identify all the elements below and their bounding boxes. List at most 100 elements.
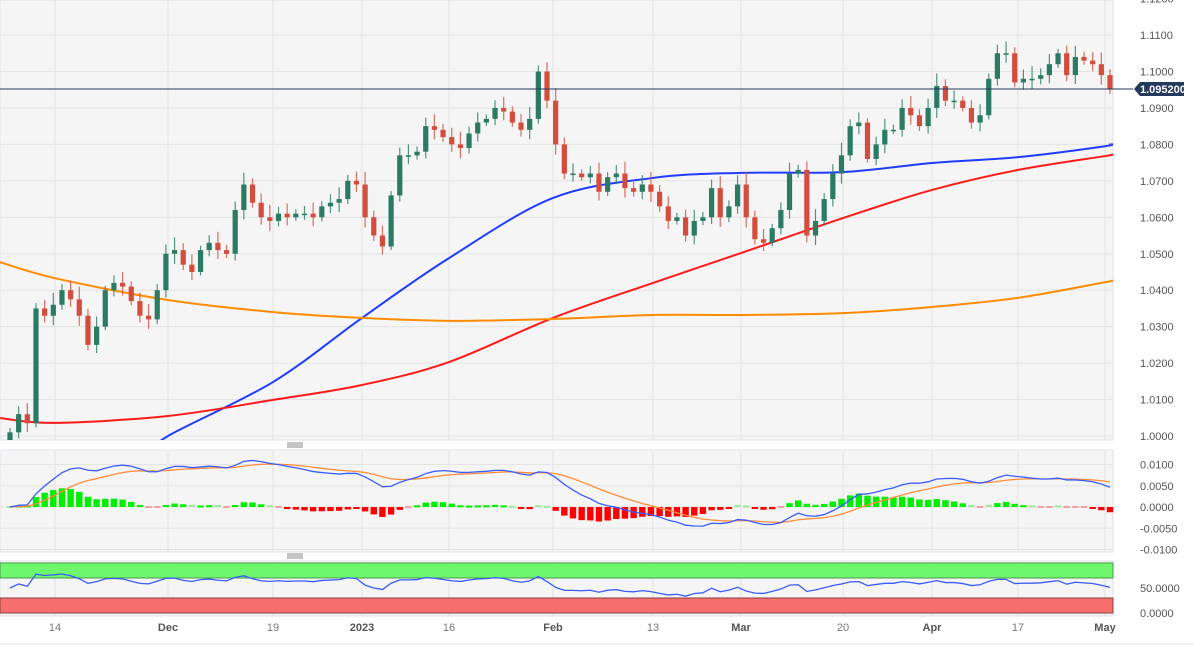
macd-histogram-bar bbox=[1002, 501, 1010, 507]
panel-resize-handle[interactable] bbox=[287, 553, 303, 559]
candle-down bbox=[1081, 56, 1087, 61]
y-tick-label: 1.0100 bbox=[1140, 395, 1174, 407]
candle-up bbox=[639, 184, 645, 192]
macd-histogram-bar bbox=[162, 505, 170, 508]
candle-down bbox=[457, 144, 463, 149]
candle-up bbox=[475, 122, 481, 134]
macd-histogram-bar bbox=[58, 488, 66, 507]
candle-down bbox=[908, 107, 914, 116]
candle-up bbox=[423, 126, 429, 152]
candle-down bbox=[960, 100, 966, 108]
macd-histogram-bar bbox=[604, 507, 611, 521]
macd-histogram-bar bbox=[673, 507, 681, 517]
candle-up bbox=[951, 100, 957, 103]
macd-histogram-bar bbox=[872, 496, 880, 507]
macd-histogram-bar bbox=[535, 505, 542, 508]
macd-histogram-bar bbox=[890, 497, 897, 507]
macd-histogram-bar bbox=[292, 507, 300, 510]
candle-up bbox=[102, 290, 108, 327]
macd-y-tick-label: 0.0050 bbox=[1140, 481, 1174, 493]
y-tick-label: 1.0900 bbox=[1140, 103, 1174, 115]
macd-histogram-bar bbox=[656, 507, 663, 517]
x-tick-label: 2023 bbox=[350, 622, 374, 634]
y-tick-label: 1.0500 bbox=[1140, 249, 1174, 261]
macd-histogram-bar bbox=[517, 507, 525, 509]
macd-histogram-bar bbox=[1020, 505, 1027, 508]
y-tick-label: 1.1100 bbox=[1140, 30, 1173, 42]
candle-up bbox=[414, 151, 420, 156]
macd-histogram-bar bbox=[786, 503, 793, 507]
candle-down bbox=[1012, 53, 1018, 83]
x-tick-label: 17 bbox=[1012, 622, 1024, 634]
macd-histogram-bar bbox=[110, 498, 118, 507]
candle-up bbox=[786, 173, 793, 211]
candle-down bbox=[622, 173, 628, 189]
current-price-label: 1.095200 bbox=[1140, 84, 1186, 96]
candle-down bbox=[942, 86, 949, 101]
macd-histogram-bar bbox=[838, 498, 845, 507]
candle-down bbox=[1098, 64, 1104, 76]
macd-histogram-bar bbox=[820, 503, 828, 507]
macd-histogram-bar bbox=[249, 502, 256, 507]
macd-histogram-bar bbox=[318, 507, 326, 512]
x-tick-label: May bbox=[1094, 622, 1116, 634]
macd-histogram-bar bbox=[309, 507, 317, 512]
macd-histogram-bar bbox=[526, 507, 533, 510]
candle-down bbox=[145, 315, 152, 320]
y-tick-label: 1.0400 bbox=[1140, 285, 1174, 297]
candle-down bbox=[258, 202, 264, 218]
moving-average-line bbox=[0, 261, 1113, 322]
macd-line bbox=[9, 459, 1111, 527]
candle-up bbox=[605, 177, 611, 192]
candle-up bbox=[708, 188, 715, 218]
y-tick-label: 1.0700 bbox=[1140, 176, 1174, 188]
macd-histogram-bar bbox=[327, 507, 334, 512]
candle-up bbox=[882, 129, 888, 145]
macd-histogram-bar bbox=[67, 489, 74, 507]
macd-histogram-bar bbox=[396, 507, 403, 510]
macd-histogram-bar bbox=[206, 505, 213, 508]
macd-histogram-bar bbox=[509, 505, 516, 508]
macd-histogram-bar bbox=[916, 499, 923, 507]
rsi-overbought-band bbox=[0, 562, 1114, 579]
macd-histogram-bar bbox=[422, 502, 429, 507]
macd-histogram-bar bbox=[682, 507, 689, 517]
candle-up bbox=[397, 155, 403, 196]
x-tick-label: 13 bbox=[647, 622, 659, 634]
macd-histogram-bar bbox=[933, 499, 940, 507]
candle-up bbox=[1029, 78, 1035, 81]
candle-down bbox=[180, 250, 186, 265]
candle-up bbox=[535, 71, 541, 119]
candle-down bbox=[379, 235, 386, 247]
candle-down bbox=[119, 282, 126, 287]
macd-histogram-bar bbox=[474, 505, 481, 508]
macd-histogram-bar bbox=[717, 507, 724, 510]
macd-histogram-bar bbox=[968, 504, 975, 507]
macd-signal-line bbox=[9, 463, 1111, 523]
candle-up bbox=[587, 173, 593, 178]
candle-up bbox=[336, 199, 342, 203]
macd-histogram-bar bbox=[864, 495, 871, 507]
macd-histogram-bar bbox=[898, 496, 906, 507]
macd-histogram-bar bbox=[457, 505, 464, 508]
macd-histogram-bar bbox=[240, 502, 248, 507]
candle-up bbox=[492, 107, 498, 119]
y-tick-label: 1.0800 bbox=[1140, 139, 1174, 151]
candle-down bbox=[752, 217, 758, 240]
macd-histogram-bar bbox=[84, 496, 92, 507]
candle-up bbox=[830, 173, 836, 200]
rsi-oversold-band bbox=[0, 597, 1114, 614]
macd-histogram-bar bbox=[93, 499, 100, 507]
candle-down bbox=[215, 242, 221, 251]
macd-histogram-bar bbox=[587, 507, 594, 521]
candle-up bbox=[873, 144, 879, 159]
panel-resize-handle[interactable] bbox=[287, 442, 303, 448]
macd-histogram-bar bbox=[561, 507, 568, 516]
candle-up bbox=[934, 86, 940, 108]
macd-histogram-bar bbox=[751, 507, 759, 509]
x-tick-label: Apr bbox=[923, 622, 943, 634]
candle-up bbox=[206, 242, 212, 251]
macd-histogram-bar bbox=[413, 505, 421, 508]
y-tick-label: 1.0600 bbox=[1140, 212, 1174, 224]
